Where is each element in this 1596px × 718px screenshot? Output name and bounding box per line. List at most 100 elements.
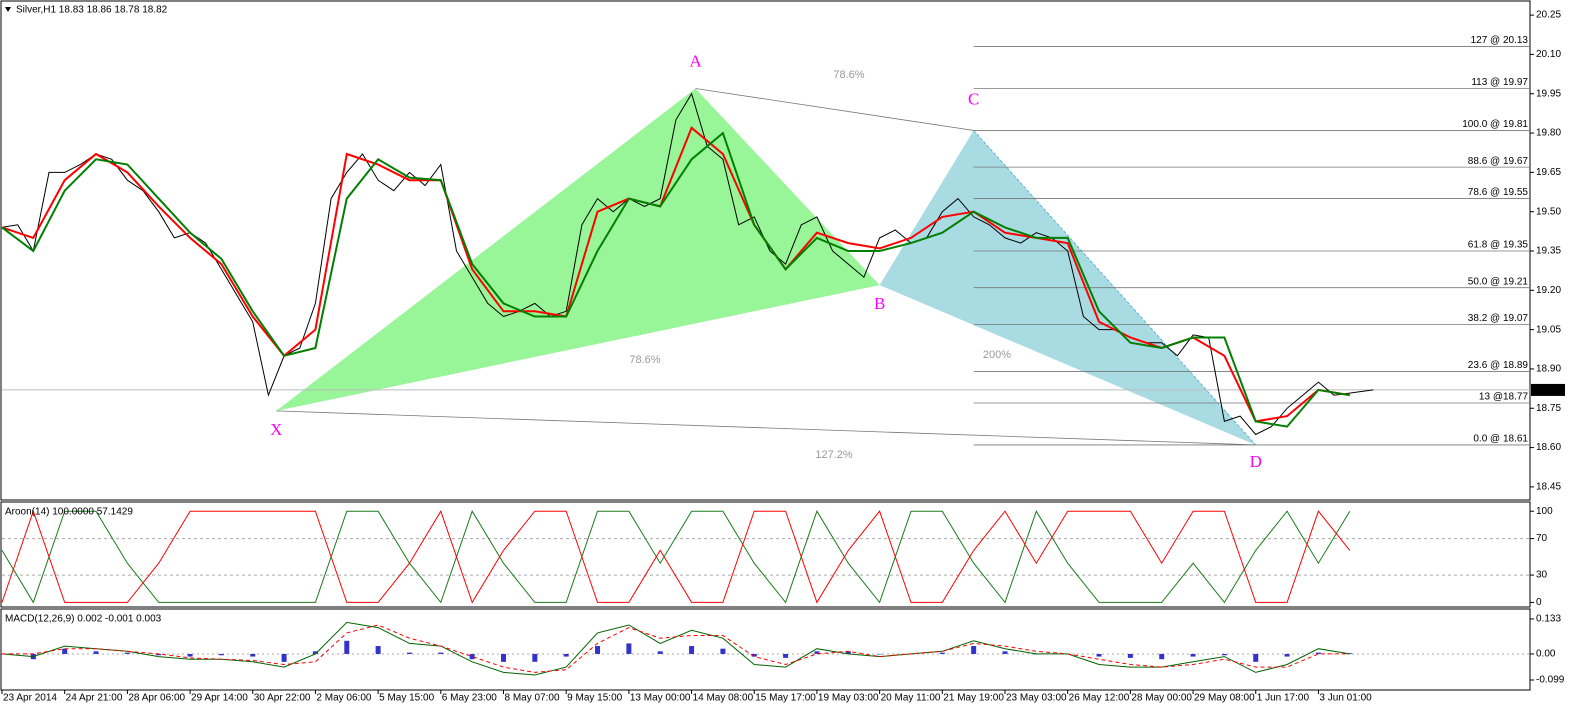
x-tick-label: 28 Apr 06:00 (128, 693, 185, 704)
fib-label: 23.6 @ 18.89 (1468, 360, 1529, 371)
fib-label: 13 @18.77 (1479, 392, 1529, 403)
histogram-bar (877, 653, 883, 655)
ratio-label: 78.6% (629, 354, 660, 366)
histogram-bar (250, 653, 256, 657)
fib-label: 113 @ 19.97 (1471, 77, 1528, 88)
fib-label: 127 @ 20.13 (1471, 35, 1529, 46)
y-tick-label: 18.45 (1536, 482, 1561, 493)
fib-label: 78.6 @ 19.55 (1468, 187, 1529, 198)
pattern-xd (276, 410, 1256, 446)
histogram-bar (1221, 653, 1227, 656)
x-tick-label: 20 May 11:00 (881, 693, 941, 704)
x-tick-label: 28 May 00:00 (1131, 693, 1192, 704)
pattern-point-label: B (874, 294, 885, 313)
histogram-bar (1096, 653, 1102, 657)
x-tick-label: 13 May 00:00 (630, 693, 691, 704)
y-tick-label: 19.05 (1536, 324, 1561, 335)
y-tick-label: 18.75 (1536, 403, 1561, 414)
fib-label: 88.6 @ 19.67 (1468, 156, 1529, 167)
x-tick-label: 15 May 17:00 (755, 693, 816, 704)
fib-label: 50.0 @ 19.21 (1468, 276, 1529, 287)
indicator-line (1, 510, 1351, 604)
x-tick-label: 26 May 12:00 (1069, 693, 1130, 704)
y-tick-label: 70 (1536, 533, 1548, 544)
y-tick-label: 19.95 (1536, 88, 1561, 99)
y-tick-label: 19.65 (1536, 167, 1561, 178)
fib-label: 38.2 @ 19.07 (1468, 313, 1529, 324)
fib-label: 100.0 @ 19.81 (1462, 119, 1528, 130)
histogram-bar (595, 646, 601, 654)
y-tick-label: 20.25 (1536, 10, 1561, 21)
x-tick-label: 23 Apr 2014 (3, 693, 57, 704)
histogram-bar (344, 640, 350, 654)
x-tick-label: 21 May 19:00 (943, 693, 1004, 704)
fib-label: 0.0 @ 18.61 (1473, 434, 1528, 445)
y-tick-label: 19.80 (1536, 128, 1561, 139)
ratio-label: 127.2% (815, 449, 853, 461)
histogram-bar (1159, 653, 1165, 660)
histogram-bar (1002, 651, 1008, 654)
histogram-bar (751, 653, 757, 657)
histogram-bar (720, 648, 726, 654)
y-tick-label: 20.10 (1536, 49, 1561, 60)
histogram-bar (312, 651, 318, 654)
x-tick-label: 24 Apr 21:00 (66, 693, 123, 704)
histogram-bar (971, 646, 977, 654)
histogram-bar (689, 646, 695, 654)
ratio-label: 200% (983, 349, 1011, 361)
y-tick-label: 19.50 (1536, 206, 1561, 217)
histogram-bar (218, 653, 224, 656)
x-tick-label: 23 May 03:00 (1006, 693, 1067, 704)
x-tick-label: 8 May 07:00 (504, 693, 559, 704)
histogram-bar (1190, 653, 1196, 657)
histogram-bar (845, 651, 851, 654)
ratio-label: 78.6% (833, 69, 864, 81)
x-tick-label: 6 May 23:00 (442, 693, 497, 704)
moving-average (1, 126, 1350, 423)
histogram-bar (657, 651, 663, 654)
histogram-bar (62, 648, 68, 654)
pane-frame (0, 501, 1531, 608)
fib-label: 61.8 @ 19.35 (1468, 240, 1529, 251)
x-tick-label: 5 May 15:00 (379, 693, 434, 704)
histogram-bar (939, 652, 945, 654)
x-tick-label: 19 May 03:00 (818, 693, 879, 704)
histogram-bar (783, 653, 789, 658)
x-tick-label: 29 Apr 14:00 (191, 693, 248, 704)
y-tick-label: 19.20 (1536, 285, 1561, 296)
histogram-bar (281, 653, 287, 662)
y-tick-label: 0.00 (1536, 649, 1556, 660)
histogram-bar (469, 653, 475, 660)
pattern-point-label: D (1250, 452, 1262, 471)
x-tick-label: 9 May 15:00 (567, 693, 622, 704)
y-tick-label: 100 (1536, 506, 1553, 517)
x-tick-label: 1 Jun 17:00 (1257, 693, 1310, 704)
y-tick-label: 0 (1536, 597, 1542, 608)
indicator-title: Aroon(14) 100.0000 57.1429 (5, 507, 133, 518)
last-price-label: 18.82 (1535, 385, 1560, 396)
histogram-bar (563, 653, 569, 657)
histogram-bar (406, 652, 412, 654)
y-tick-label: 19.35 (1536, 246, 1561, 257)
histogram-bar (124, 652, 130, 654)
x-tick-label: 30 Apr 22:00 (254, 693, 311, 704)
x-tick-label: 3 Jun 01:00 (1319, 693, 1372, 704)
indicator-line (1, 509, 1351, 604)
histogram-bar (1253, 653, 1259, 662)
histogram-bar (814, 651, 820, 654)
y-tick-label: 18.60 (1536, 442, 1561, 453)
menu-icon[interactable] (5, 7, 11, 12)
x-tick-label: 14 May 08:00 (693, 693, 754, 704)
histogram-bar (1315, 652, 1321, 654)
histogram-bar (156, 653, 162, 656)
pattern-point-label: A (689, 51, 702, 70)
y-tick-label: 30 (1536, 570, 1548, 581)
histogram-bar (438, 652, 444, 654)
x-tick-label: 29 May 08:00 (1194, 693, 1255, 704)
last-price-box (1531, 383, 1565, 396)
histogram-bar (1284, 653, 1290, 657)
histogram-bar (626, 643, 632, 654)
histogram-bar (1127, 653, 1133, 658)
